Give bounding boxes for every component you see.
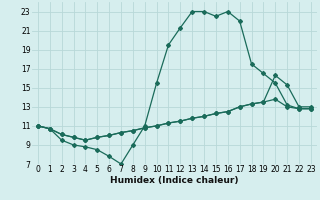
X-axis label: Humidex (Indice chaleur): Humidex (Indice chaleur) bbox=[110, 176, 239, 185]
